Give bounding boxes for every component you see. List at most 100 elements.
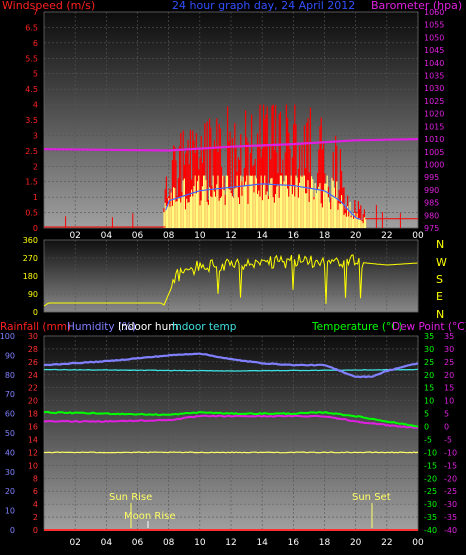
wind-direction-line [43, 254, 418, 307]
dew-y-tick: 0 [444, 423, 449, 432]
hum-y-tick: 50 [5, 429, 15, 438]
temp-x-tick: 06 [132, 538, 144, 548]
sun-rise-label: Sun Rise [109, 492, 152, 503]
wind-y-tick: 6 [33, 39, 38, 48]
wind-x-tick: 20 [350, 231, 362, 241]
dir-letter-w: W [436, 256, 447, 269]
temperature-label: Temperature (°C) [311, 321, 403, 333]
dew-y-tick: -15 [444, 461, 457, 470]
temp-y-tick: -25 [424, 487, 437, 496]
rain-y-tick: 0 [33, 526, 38, 535]
dew-y-tick: -30 [444, 500, 457, 509]
panel-border [43, 239, 419, 313]
rain-y-tick: 30 [28, 332, 38, 341]
dew-y-tick: 25 [444, 358, 454, 367]
temp-y-tick: 35 [424, 332, 434, 341]
hum-y-tick: 10 [5, 507, 15, 516]
hum-y-tick: 60 [5, 410, 15, 419]
temp-x-tick: 04 [101, 538, 113, 548]
wind-y-tick: 4.5 [25, 85, 38, 94]
temp-x-tick: 12 [225, 538, 236, 548]
dir-y-tick: 90 [28, 290, 38, 299]
temp-y-tick: 10 [424, 397, 434, 406]
dir-letter-n-top: N [436, 238, 444, 251]
wind-x-tick: 16 [288, 231, 300, 241]
wind-y-tick: 5.5 [25, 54, 38, 63]
baro-y-tick: 1030 [424, 84, 444, 93]
temp-y-tick: 20 [424, 371, 434, 380]
wind-y-tick: 0 [33, 224, 38, 233]
rain-y-tick: 28 [28, 345, 38, 354]
humidity-line [43, 352, 419, 379]
wind-x-tick: 02 [69, 231, 80, 241]
hum-y-tick: 30 [5, 468, 15, 477]
moon-rise-label: Moon Rise [124, 511, 175, 522]
temp-y-tick: -35 [424, 513, 437, 522]
wind-x-tick: 08 [163, 231, 175, 241]
wind-x-tick: 00 [412, 231, 424, 241]
indoor-hum-label: Indoor hum [118, 321, 178, 333]
dew-y-tick: -10 [444, 448, 457, 457]
temp-x-tick: 02 [69, 538, 80, 548]
rain-y-tick: 4 [33, 500, 38, 509]
temp-y-tick: 15 [424, 384, 434, 393]
dir-letter-s: S [436, 273, 443, 286]
rain-y-tick: 26 [28, 358, 38, 367]
wind-x-tick: 18 [319, 231, 331, 241]
dir-y-tick: 180 [23, 272, 38, 281]
temp-x-tick: 14 [256, 538, 268, 548]
temp-x-tick: 10 [194, 538, 206, 548]
temp-x-tick: 16 [288, 538, 300, 548]
rain-y-tick: 16 [28, 423, 38, 432]
dew-y-tick: 30 [444, 345, 454, 354]
temp-y-tick: 5 [424, 410, 429, 419]
baro-y-tick: 1025 [424, 97, 444, 106]
avg-wind-line [165, 183, 361, 220]
barometer-line [43, 138, 419, 152]
hum-y-tick: 40 [5, 448, 15, 457]
wind-x-tick: 12 [225, 231, 236, 241]
temp-x-tick: 20 [350, 538, 362, 548]
rain-y-tick: 18 [28, 410, 38, 419]
baro-y-tick: 1045 [424, 46, 444, 55]
dir-y-tick: 360 [23, 236, 38, 245]
temp-y-tick: -15 [424, 461, 437, 470]
hum-y-tick: 20 [5, 487, 15, 496]
wind-y-tick: 2 [33, 162, 38, 171]
baro-y-tick: 1050 [424, 33, 444, 42]
temp-x-tick: 18 [319, 538, 331, 548]
rain-y-tick: 20 [28, 397, 38, 406]
tick-layer: 0 0.5 1 1.5 2 2.5 3 3.5 4 4.5 5 5.5 6 6.5 7 975 980 985 99… [0, 8, 457, 548]
dew-y-tick: -20 [444, 474, 457, 483]
rain-y-tick: 2 [33, 513, 38, 522]
indoor-temp-label: Indoor temp [172, 321, 237, 333]
wind-y-tick: 5 [33, 70, 38, 79]
dew-y-tick: -5 [444, 435, 452, 444]
dew-y-tick: 10 [444, 397, 454, 406]
humidity-label: Humidity (%) [67, 321, 136, 333]
temp-x-tick: 22 [381, 538, 392, 548]
baro-y-tick: 1015 [424, 122, 444, 131]
baro-y-tick: 1055 [424, 21, 444, 30]
wind-y-tick: 4 [33, 101, 38, 110]
temp-x-tick: 00 [412, 538, 424, 548]
hum-y-tick: 0 [10, 526, 15, 535]
temp-y-tick: -30 [424, 500, 437, 509]
dir-y-tick: 0 [33, 308, 38, 317]
rain-y-tick: 24 [28, 371, 38, 380]
dew-point-label: Dew Point (°C) [392, 321, 466, 333]
indoor-temp-line [43, 368, 419, 372]
dir-letter-e: E [436, 290, 443, 303]
dew-y-tick: -35 [444, 513, 457, 522]
dew-y-tick: 15 [444, 384, 454, 393]
baro-y-tick: 980 [424, 211, 439, 220]
baro-y-tick: 1000 [424, 160, 444, 169]
wind-x-tick: 04 [101, 231, 113, 241]
wind-y-tick: 1.5 [25, 178, 38, 187]
dew-point-line [43, 414, 419, 429]
wind-y-tick: 3.5 [25, 116, 38, 125]
wind-x-tick: 06 [132, 231, 144, 241]
temp-y-tick: -20 [424, 474, 437, 483]
wind-y-tick: 7 [33, 8, 38, 17]
